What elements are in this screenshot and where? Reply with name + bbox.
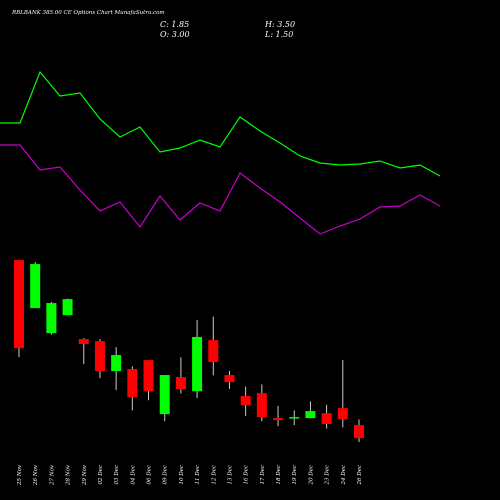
- candle-body: [337, 408, 348, 420]
- candle-body: [208, 340, 219, 363]
- candle-body: [240, 396, 251, 406]
- candle-body: [224, 375, 235, 383]
- candle-body: [256, 393, 267, 418]
- candle-body: [305, 411, 316, 419]
- x-tick-label: 29 Nov: [82, 464, 88, 486]
- x-tick-label: 17 Dec: [260, 465, 266, 485]
- candle-body: [78, 339, 89, 345]
- candle-body: [159, 375, 170, 415]
- summary-open: O: 3.00: [160, 30, 190, 39]
- x-tick-label: 13 Dec: [227, 465, 233, 485]
- x-tick-label: 20 Dec: [308, 465, 314, 486]
- candle-body: [14, 260, 24, 349]
- candle-body: [321, 413, 332, 425]
- candle-body: [127, 369, 138, 398]
- summary-close: C: 1.85: [160, 20, 189, 29]
- x-tick-label: 09 Dec: [163, 465, 169, 485]
- x-tick-label: 26 Dec: [357, 465, 363, 486]
- candle-body: [94, 341, 105, 372]
- candle-body: [111, 355, 122, 372]
- candle-body: [143, 360, 154, 392]
- x-tick-label: 26 Nov: [33, 464, 39, 486]
- x-tick-label: 19 Dec: [292, 465, 298, 485]
- indicator-line: [0, 144, 441, 235]
- summary-high: H: 3.50: [264, 20, 295, 29]
- x-tick-label: 24 Dec: [341, 465, 347, 486]
- x-tick-label: 23 Dec: [325, 465, 331, 486]
- x-tick-label: 25 Nov: [17, 464, 23, 486]
- indicator-line: [0, 70, 441, 177]
- x-tick-label: 10 Dec: [179, 465, 185, 485]
- summary-low: L: 1.50: [264, 30, 293, 39]
- x-tick-label: 28 Nov: [66, 464, 72, 486]
- x-tick-label: 04 Dec: [130, 465, 136, 485]
- x-tick-label: 27 Nov: [49, 464, 55, 486]
- candle-body: [62, 299, 73, 316]
- x-tick-label: 18 Dec: [276, 465, 282, 485]
- x-tick-label: 12 Dec: [211, 465, 217, 485]
- x-tick-label: 06 Dec: [147, 465, 153, 485]
- candle-body: [353, 425, 364, 439]
- candle-body: [30, 264, 41, 309]
- x-tick-label: 11 Dec: [195, 465, 201, 485]
- x-tick-label: 16 Dec: [244, 465, 250, 485]
- candle-body: [192, 336, 203, 392]
- candle-body: [273, 418, 284, 421]
- candle-body: [289, 417, 300, 419]
- chart-title: RBLBANK 385.00 CE Options Chart MunafaSu…: [11, 10, 165, 16]
- candle-body: [175, 377, 186, 390]
- x-tick-label: 03 Dec: [114, 465, 120, 485]
- x-tick-label: 02 Dec: [98, 465, 104, 485]
- candle-body: [46, 303, 57, 334]
